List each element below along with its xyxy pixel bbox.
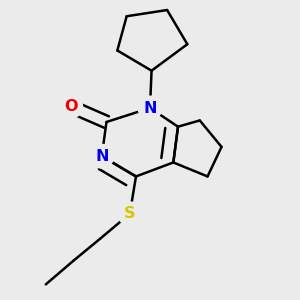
Text: S: S — [124, 206, 136, 221]
Circle shape — [59, 94, 82, 118]
Text: N: N — [95, 149, 109, 164]
Text: O: O — [64, 99, 77, 114]
Circle shape — [118, 202, 142, 226]
Circle shape — [138, 96, 162, 120]
Circle shape — [90, 144, 114, 168]
Text: N: N — [143, 100, 157, 116]
